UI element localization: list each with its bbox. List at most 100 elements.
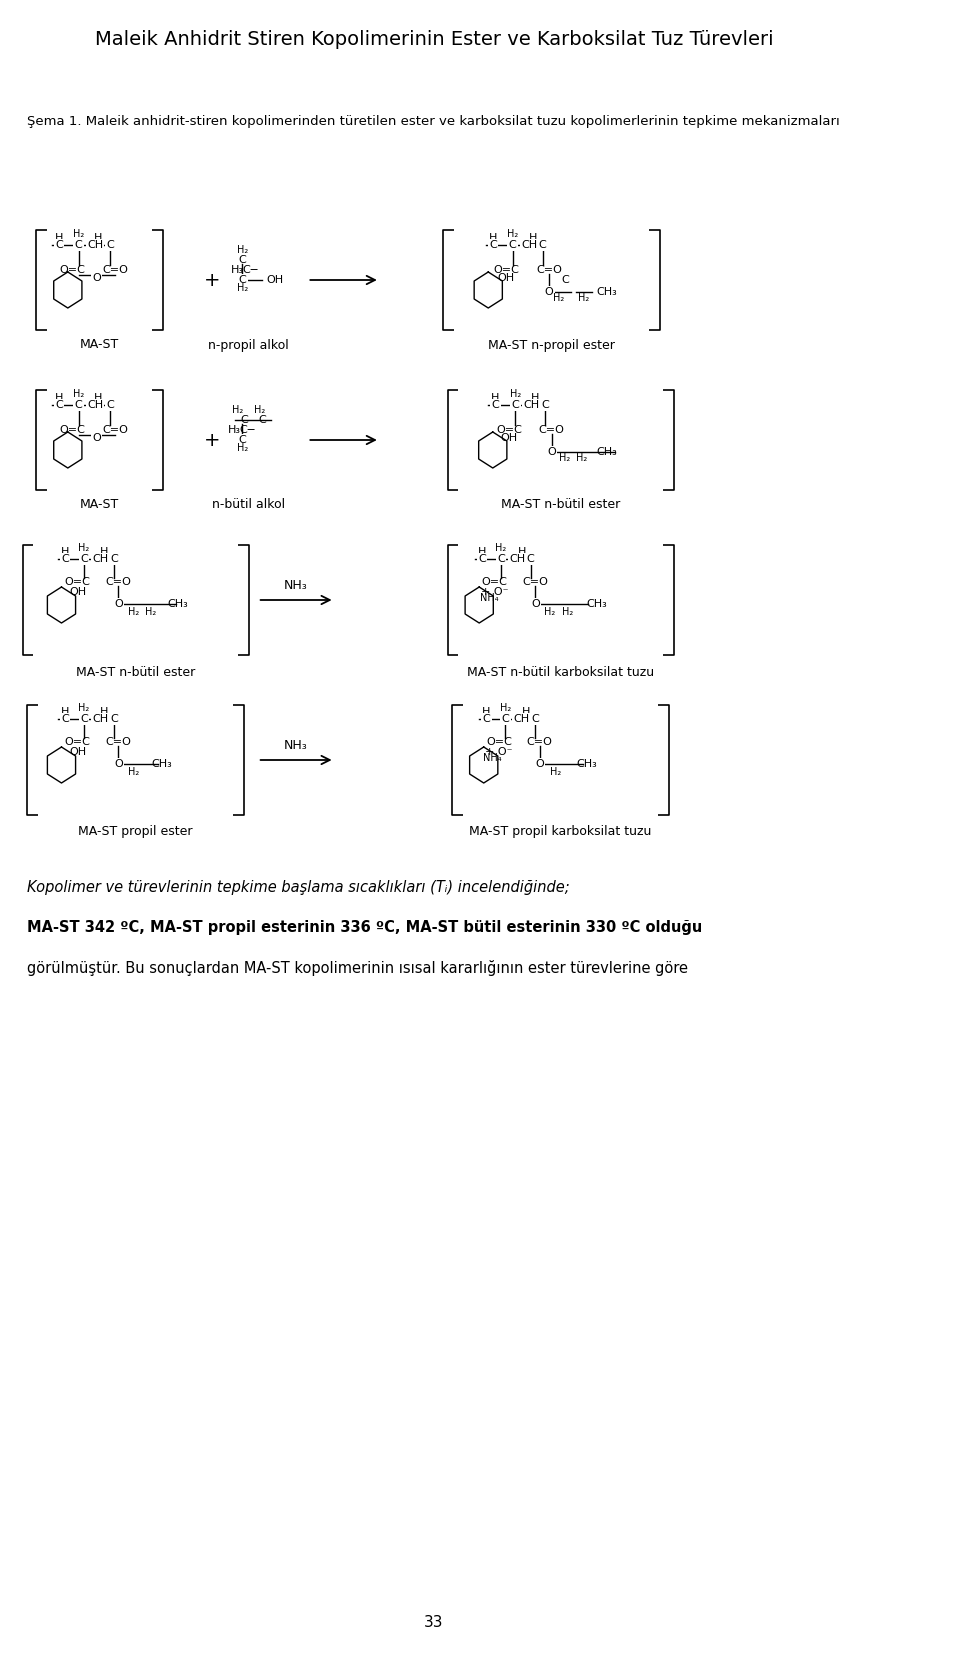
Text: NH₃: NH₃ (284, 578, 308, 592)
Text: O=C: O=C (60, 425, 85, 435)
Text: H₂: H₂ (500, 703, 511, 713)
Text: C: C (110, 553, 118, 563)
Text: H₂: H₂ (510, 389, 521, 399)
Text: O=C: O=C (482, 577, 508, 587)
Text: O: O (547, 447, 556, 457)
Text: H: H (517, 547, 526, 557)
Text: H: H (60, 706, 69, 716)
Text: +: + (204, 271, 221, 289)
Text: H₂: H₂ (578, 293, 588, 302)
Text: n-propil alkol: n-propil alkol (208, 339, 289, 351)
Text: CH: CH (86, 239, 103, 249)
Text: H₂: H₂ (73, 389, 84, 399)
Text: MA-ST propil karboksilat tuzu: MA-ST propil karboksilat tuzu (469, 826, 652, 839)
Text: O=C: O=C (493, 264, 519, 274)
Text: H₂: H₂ (237, 283, 248, 293)
Text: H₂: H₂ (550, 766, 562, 778)
Text: H₂: H₂ (544, 607, 555, 617)
Text: CH: CH (92, 715, 108, 725)
Text: H: H (100, 547, 108, 557)
Text: CH: CH (514, 715, 530, 725)
Text: C=O: C=O (102, 264, 128, 274)
Text: H₂: H₂ (576, 454, 587, 464)
Text: C: C (75, 401, 83, 411)
Text: C: C (75, 239, 83, 249)
Text: CH: CH (521, 239, 537, 249)
Text: H₂: H₂ (507, 229, 518, 239)
Text: C: C (562, 274, 569, 284)
Text: H₃C─: H₃C─ (230, 264, 258, 274)
Text: NH₃: NH₃ (284, 740, 308, 751)
Text: CH: CH (92, 553, 108, 563)
Text: + O⁻: + O⁻ (486, 746, 513, 756)
Text: C: C (497, 553, 505, 563)
Text: H: H (489, 233, 497, 243)
Text: C: C (238, 254, 246, 264)
Text: H₂: H₂ (237, 244, 248, 254)
Text: CH₃: CH₃ (597, 288, 617, 297)
Text: MA-ST n-bütil karboksilat tuzu: MA-ST n-bütil karboksilat tuzu (467, 665, 654, 678)
Text: CH₃: CH₃ (167, 598, 188, 608)
Text: C: C (238, 435, 246, 445)
Text: C: C (258, 416, 266, 425)
Text: C=O: C=O (106, 577, 132, 587)
Text: H₂: H₂ (129, 766, 139, 778)
Text: H₂: H₂ (560, 454, 571, 464)
Text: görülmüştür. Bu sonuçlardan MA-ST kopolimerinin ısısal kararlığının ester türevl: görülmüştür. Bu sonuçlardan MA-ST kopoli… (27, 961, 688, 976)
Text: C=O: C=O (536, 264, 562, 274)
Text: Maleik Anhidrit Stiren Kopolimerinin Ester ve Karboksilat Tuz Türevleri: Maleik Anhidrit Stiren Kopolimerinin Est… (95, 30, 774, 48)
Text: H₂: H₂ (495, 543, 507, 553)
Text: C=O: C=O (527, 736, 553, 746)
Text: H: H (482, 706, 491, 716)
Text: C: C (483, 715, 491, 725)
Text: H₂: H₂ (232, 406, 244, 416)
Text: OH: OH (498, 273, 515, 283)
Text: H₂: H₂ (145, 607, 156, 617)
Text: C: C (532, 715, 540, 725)
Text: C: C (541, 401, 549, 411)
Text: n-bütil alkol: n-bütil alkol (212, 499, 285, 512)
Text: O: O (536, 760, 544, 770)
Text: MA-ST n-bütil ester: MA-ST n-bütil ester (501, 499, 620, 512)
Text: MA-ST propil ester: MA-ST propil ester (79, 826, 193, 839)
Text: H₂: H₂ (553, 293, 564, 302)
Text: MA-ST: MA-ST (80, 339, 119, 351)
Text: H₂: H₂ (237, 444, 248, 454)
Text: O: O (114, 598, 123, 608)
Text: O: O (544, 288, 553, 297)
Text: O: O (92, 434, 101, 444)
Text: OH: OH (69, 587, 86, 597)
Text: H: H (94, 392, 103, 402)
Text: H₂: H₂ (253, 406, 265, 416)
Text: C: C (509, 239, 516, 249)
Text: H: H (492, 392, 499, 402)
Text: H: H (522, 706, 531, 716)
Text: C: C (61, 553, 69, 563)
Text: Şema 1. Maleik anhidrit-stiren kopolimerinden türetilen ester ve karboksilat tuz: Şema 1. Maleik anhidrit-stiren kopolimer… (27, 115, 840, 128)
Text: O=C: O=C (486, 736, 512, 746)
Text: C: C (61, 715, 69, 725)
Text: C: C (238, 274, 246, 284)
Text: OH: OH (500, 434, 517, 444)
Text: C: C (110, 715, 118, 725)
Text: O: O (92, 273, 101, 283)
Text: NH₄: NH₄ (484, 753, 502, 763)
Text: C=O: C=O (522, 577, 548, 587)
Text: +: + (204, 430, 221, 449)
Text: + O⁻: + O⁻ (481, 587, 509, 597)
Text: CH: CH (523, 401, 540, 411)
Text: Kopolimer ve türevlerinin tepkime başlama sıcaklıkları (Tᵢ) incelendiğinde;: Kopolimer ve türevlerinin tepkime başlam… (27, 879, 569, 896)
Text: H: H (531, 392, 540, 402)
Text: CH₃: CH₃ (576, 760, 597, 770)
Text: MA-ST n-propil ester: MA-ST n-propil ester (488, 339, 615, 351)
Text: H₂: H₂ (79, 543, 89, 553)
Text: H: H (529, 233, 538, 243)
Text: MA-ST: MA-ST (80, 499, 119, 512)
Text: C: C (81, 715, 88, 725)
Text: C: C (478, 553, 486, 563)
Text: H: H (60, 547, 69, 557)
Text: CH: CH (509, 553, 525, 563)
Text: O=C: O=C (60, 264, 85, 274)
Text: C: C (107, 239, 114, 249)
Text: MA-ST n-bütil ester: MA-ST n-bütil ester (76, 665, 195, 678)
